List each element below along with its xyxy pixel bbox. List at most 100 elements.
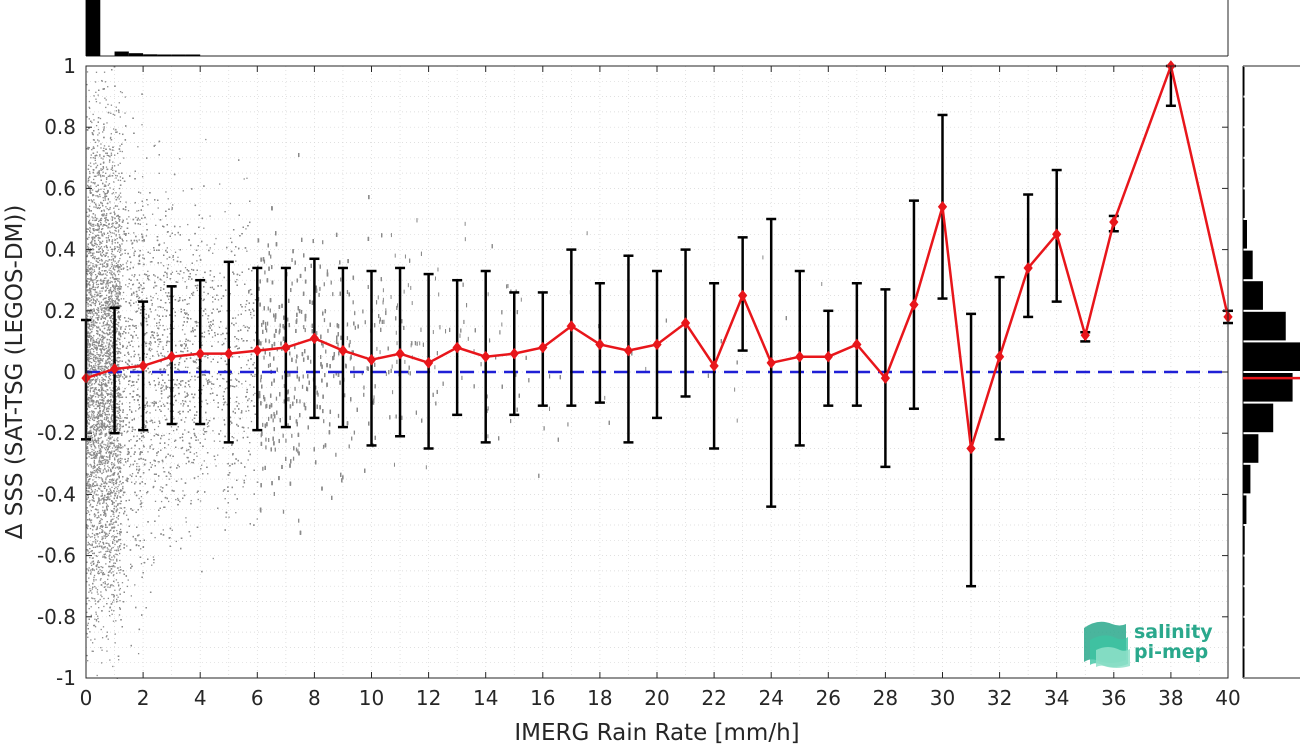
scatter-point xyxy=(90,316,91,317)
scatter-point xyxy=(176,541,177,542)
scatter-point xyxy=(168,198,169,199)
scatter-point xyxy=(167,247,168,248)
scatter-point xyxy=(145,397,146,398)
scatter-point xyxy=(101,233,102,234)
scatter-point xyxy=(141,299,142,300)
scatter-point xyxy=(236,279,237,280)
scatter-point xyxy=(331,281,332,285)
scatter-point xyxy=(169,433,170,434)
scatter-point xyxy=(185,417,186,418)
scatter-point xyxy=(128,332,129,333)
scatter-point xyxy=(144,407,145,408)
scatter-point xyxy=(212,336,213,337)
scatter-point xyxy=(215,465,216,466)
scatter-point xyxy=(218,299,219,300)
scatter-point xyxy=(90,232,91,233)
scatter-point xyxy=(139,260,140,261)
scatter-point xyxy=(115,192,116,193)
scatter-point xyxy=(185,281,186,282)
scatter-point xyxy=(150,261,151,262)
scatter-point xyxy=(187,224,188,225)
scatter-point xyxy=(435,277,436,281)
scatter-point xyxy=(143,437,144,438)
scatter-point xyxy=(207,318,208,319)
scatter-point xyxy=(316,331,317,335)
scatter-point xyxy=(94,258,95,259)
scatter-point xyxy=(183,190,184,191)
scatter-point xyxy=(128,210,129,211)
scatter-point xyxy=(161,387,162,388)
scatter-point xyxy=(154,429,155,430)
scatter-point xyxy=(95,99,96,100)
scatter-point xyxy=(197,377,198,378)
scatter-point xyxy=(130,564,131,565)
scatter-point xyxy=(179,158,180,159)
scatter-point xyxy=(177,498,178,499)
scatter-point xyxy=(122,376,123,377)
scatter-point xyxy=(185,267,186,268)
scatter-point xyxy=(122,92,123,93)
scatter-point xyxy=(90,487,91,488)
scatter-point xyxy=(133,232,134,233)
scatter-point xyxy=(121,243,122,244)
scatter-point xyxy=(161,501,162,502)
scatter-point xyxy=(156,285,157,286)
scatter-point xyxy=(98,515,99,516)
scatter-point xyxy=(465,237,466,241)
scatter-point xyxy=(184,334,185,335)
right-histogram-bar xyxy=(1243,618,1245,647)
scatter-point xyxy=(265,438,266,442)
scatter-point xyxy=(174,234,175,235)
scatter-point xyxy=(180,340,181,341)
scatter-point xyxy=(120,315,121,316)
scatter-point xyxy=(184,453,185,454)
scatter-point xyxy=(164,389,165,390)
scatter-point xyxy=(126,218,127,219)
scatter-point xyxy=(136,210,137,211)
scatter-point xyxy=(93,284,94,285)
scatter-point xyxy=(243,325,244,326)
scatter-point xyxy=(218,341,219,342)
scatter-point xyxy=(209,215,210,216)
scatter-point xyxy=(245,475,246,476)
scatter-point xyxy=(87,544,88,545)
scatter-point xyxy=(168,264,169,265)
scatter-point xyxy=(98,571,99,572)
scatter-point xyxy=(172,204,173,205)
scatter-point xyxy=(168,380,169,381)
scatter-point xyxy=(190,379,191,380)
scatter-point xyxy=(92,342,93,343)
scatter-point xyxy=(176,384,177,385)
scatter-point xyxy=(128,321,129,322)
scatter-point xyxy=(275,448,276,452)
scatter-point xyxy=(298,443,299,447)
scatter-point xyxy=(126,262,127,263)
right-histogram-bar xyxy=(1243,342,1300,371)
scatter-point xyxy=(106,286,107,287)
scatter-point xyxy=(196,322,197,323)
scatter-point xyxy=(129,466,130,467)
scatter-point xyxy=(90,522,91,523)
scatter-point xyxy=(91,475,92,476)
scatter-point xyxy=(109,156,110,157)
scatter-point xyxy=(297,366,298,370)
scatter-point xyxy=(151,373,152,374)
scatter-point xyxy=(210,274,211,275)
scatter-point xyxy=(154,537,155,538)
scatter-point xyxy=(101,280,102,281)
scatter-point xyxy=(99,196,100,197)
scatter-point xyxy=(130,439,131,440)
scatter-point xyxy=(99,450,100,451)
scatter-point xyxy=(762,255,763,259)
scatter-point xyxy=(179,501,180,502)
scatter-point xyxy=(123,370,124,371)
scatter-point xyxy=(151,565,152,566)
scatter-point xyxy=(254,362,255,363)
scatter-point xyxy=(204,356,205,357)
scatter-point xyxy=(137,337,138,338)
scatter-point xyxy=(260,378,261,382)
scatter-point xyxy=(128,318,129,319)
scatter-point xyxy=(253,315,254,316)
scatter-point xyxy=(93,225,94,226)
scatter-point xyxy=(157,298,158,299)
